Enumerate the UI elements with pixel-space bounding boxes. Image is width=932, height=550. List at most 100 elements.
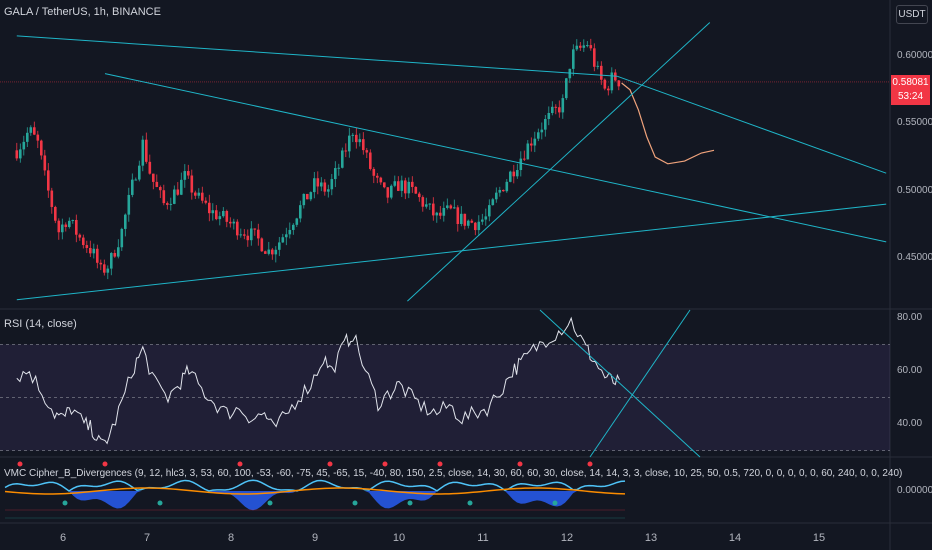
- candle-body: [533, 138, 537, 146]
- vmc-signal-dot: [157, 500, 163, 506]
- candle-body: [260, 238, 264, 252]
- candle-body: [61, 224, 64, 233]
- candle-body: [257, 229, 260, 239]
- candle-body: [204, 200, 208, 203]
- vmc-signal-dot: [327, 461, 333, 467]
- last-price-tag: 0.58081 53:24: [891, 75, 930, 105]
- candle-body: [449, 205, 453, 209]
- candle-body: [344, 150, 348, 152]
- candle-body: [334, 168, 337, 180]
- x-tick-label: 10: [392, 532, 406, 544]
- candle-body: [281, 237, 285, 243]
- candle-body: [526, 143, 530, 160]
- vmc-signal-dot: [267, 500, 273, 506]
- candle-body: [446, 205, 449, 208]
- candle-body: [106, 268, 110, 273]
- candle-body: [267, 249, 271, 254]
- vmc-title: VMC Cipher_B_Divergences (9, 12, hlc3, 3…: [4, 468, 902, 479]
- x-tick-label: 15: [812, 532, 826, 544]
- candle-body: [78, 234, 82, 238]
- candle-body: [57, 220, 61, 233]
- candle-body: [432, 203, 435, 216]
- candle-body: [593, 48, 596, 67]
- candle-body: [68, 220, 71, 227]
- x-tick-label: 11: [477, 532, 489, 544]
- candle-body: [225, 210, 229, 222]
- candle-body: [246, 235, 250, 241]
- candle-body: [29, 127, 33, 133]
- trend-line: [617, 75, 887, 174]
- candle-body: [505, 181, 509, 192]
- candle-body: [309, 192, 313, 200]
- candle-body: [64, 224, 68, 227]
- candle-body: [141, 139, 145, 166]
- candle-body: [229, 221, 232, 224]
- candle-body: [519, 158, 523, 171]
- y-tick-label: 0.60000: [897, 50, 932, 62]
- candle-body: [516, 170, 519, 177]
- vmc-signal-dot: [517, 461, 523, 467]
- candle-body: [586, 45, 589, 47]
- candle-body: [428, 203, 432, 205]
- candle-body: [425, 204, 428, 207]
- candle-body: [187, 171, 190, 176]
- candle-body: [15, 150, 19, 159]
- candle-body: [439, 212, 442, 216]
- candle-body: [211, 210, 215, 214]
- candle-body: [369, 152, 372, 169]
- rsi-tick-label: 40.00: [897, 418, 923, 429]
- candle-body: [176, 189, 180, 195]
- candle-body: [110, 253, 113, 269]
- candle-body: [197, 192, 201, 196]
- candle-body: [127, 194, 131, 215]
- candle-body: [341, 150, 344, 168]
- candle-body: [579, 45, 582, 48]
- x-tick-label: 7: [143, 532, 151, 544]
- candle-body: [253, 228, 257, 230]
- candle-body: [26, 132, 29, 142]
- candle-body: [393, 181, 397, 186]
- candle-body: [575, 45, 579, 50]
- candle-body: [54, 206, 57, 221]
- candle-body: [607, 88, 610, 91]
- candle-body: [488, 205, 491, 217]
- candle-body: [544, 119, 547, 130]
- candle-body: [271, 249, 274, 255]
- candle-body: [302, 193, 306, 206]
- candle-body: [82, 237, 85, 246]
- candle-body: [278, 242, 281, 250]
- vmc-wave-2: [4, 479, 626, 492]
- candle-body: [379, 177, 383, 183]
- candle-body: [390, 185, 393, 198]
- candle-body: [603, 79, 607, 89]
- candle-body: [509, 171, 512, 182]
- projection-curve: [621, 82, 715, 165]
- x-tick-label: 12: [560, 532, 574, 544]
- candle-body: [96, 248, 99, 263]
- candle-body: [85, 245, 89, 248]
- candle-body: [362, 139, 365, 151]
- candle-body: [155, 181, 159, 187]
- vmc-signal-dot: [437, 461, 443, 467]
- candle-body: [355, 134, 358, 143]
- candle-body: [47, 170, 50, 191]
- candle-body: [50, 190, 54, 207]
- rsi-trend-line: [539, 309, 701, 458]
- candle-body: [316, 178, 320, 187]
- candle-body: [190, 175, 194, 193]
- candle-body: [323, 182, 327, 192]
- candle-body: [134, 179, 138, 181]
- trend-line: [407, 22, 711, 302]
- x-tick-label: 14: [728, 532, 742, 544]
- candle-body: [173, 189, 176, 204]
- candle-body: [162, 190, 166, 204]
- candle-body: [397, 181, 400, 191]
- candle-body: [453, 207, 456, 209]
- candle-body: [484, 216, 488, 220]
- rsi-tick-label: 60.00: [897, 365, 923, 376]
- candle-body: [124, 214, 127, 229]
- candle-body: [477, 221, 481, 231]
- y-tick-label: 0.45000: [897, 252, 932, 263]
- currency-badge[interactable]: USDT: [896, 5, 928, 24]
